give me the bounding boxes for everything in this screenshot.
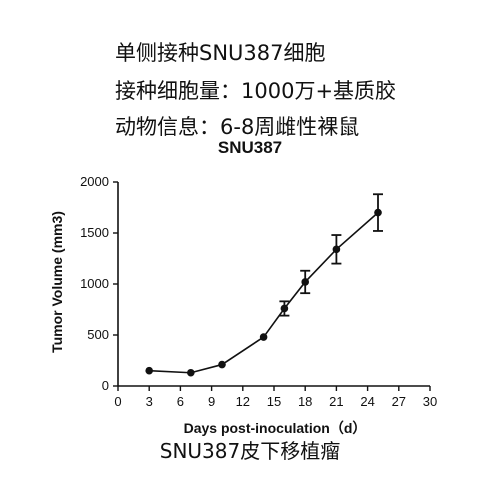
data-point-3	[259, 333, 268, 341]
data-point-2	[218, 360, 226, 369]
data-point-6	[332, 245, 341, 254]
chart-ticks: 0 3 6 9 12 15 18 21 24 27 30 0 500 1000 1500 2000	[80, 174, 437, 409]
chart-axes	[117, 182, 430, 387]
series-line-0	[149, 212, 379, 374]
x-tick-label-27: 27	[392, 394, 406, 409]
data-point-7	[374, 208, 382, 217]
y-axis-label: Tumor Volume (mm3)	[49, 211, 65, 353]
x-tick-label-0: 0	[114, 394, 121, 409]
info-animal: 动物信息：6-8周雌性裸鼠	[115, 115, 360, 139]
x-tick-label-9: 9	[208, 394, 215, 409]
y-tick-label-1500: 1500	[80, 225, 109, 240]
figure-caption: SNU387皮下移植瘤	[159, 439, 341, 463]
x-tick-label-24: 24	[360, 394, 374, 409]
x-tick-label-15: 15	[267, 394, 281, 409]
x-axis-label: Days post-inoculation（d）	[184, 420, 367, 436]
info-cell-line: 单侧接种SNU387细胞	[115, 41, 326, 65]
x-tick-label-21: 21	[329, 394, 343, 409]
x-tick-label-30: 30	[423, 394, 437, 409]
chart-title: SNU387	[217, 138, 283, 157]
y-tick-label-500: 500	[87, 327, 109, 342]
info-cell-amount: 接种细胞量：1000万+基质胶	[115, 79, 397, 103]
x-tick-label-18: 18	[298, 394, 312, 409]
data-point-4	[280, 304, 289, 313]
y-tick-label-1000: 1000	[80, 276, 109, 291]
x-tick-label-3: 3	[146, 394, 153, 409]
chart-marks	[145, 193, 383, 377]
data-point-5	[301, 278, 310, 286]
y-tick-label-2000: 2000	[80, 174, 109, 189]
data-point-0	[145, 366, 153, 375]
y-tick-label-0: 0	[102, 378, 109, 393]
x-tick-label-12: 12	[236, 394, 250, 409]
data-point-1	[187, 368, 195, 377]
x-tick-label-6: 6	[177, 394, 184, 409]
